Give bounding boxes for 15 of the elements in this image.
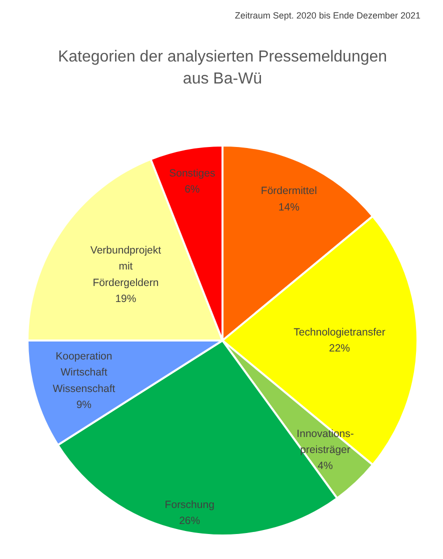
text: Zeitraum Sept. 2020 bis Ende Dezember 2021	[234, 10, 420, 20]
data-label: 26%	[179, 514, 200, 527]
slice-label: Sonstiges	[169, 167, 216, 180]
slice-label: Verbundprojekt mit Fördergeldern	[90, 244, 162, 289]
data-label: 9%	[76, 399, 92, 412]
data-label: 14%	[278, 201, 300, 214]
chart-title: Kategorien der analysierten Pressemeldungen aus Ba-Wü	[58, 48, 388, 88]
data-label: 22%	[328, 342, 350, 355]
data-label: 19%	[115, 293, 136, 306]
data-label: 4%	[318, 460, 333, 472]
slice-label: Technologietransfer	[294, 326, 386, 338]
slice-label: Forschung	[164, 498, 215, 511]
data-label: 6%	[184, 184, 200, 196]
slice-label: Fördermittel	[260, 185, 317, 198]
slice-label: Kooperation Wirtschaft Wissenschaft	[52, 350, 116, 395]
